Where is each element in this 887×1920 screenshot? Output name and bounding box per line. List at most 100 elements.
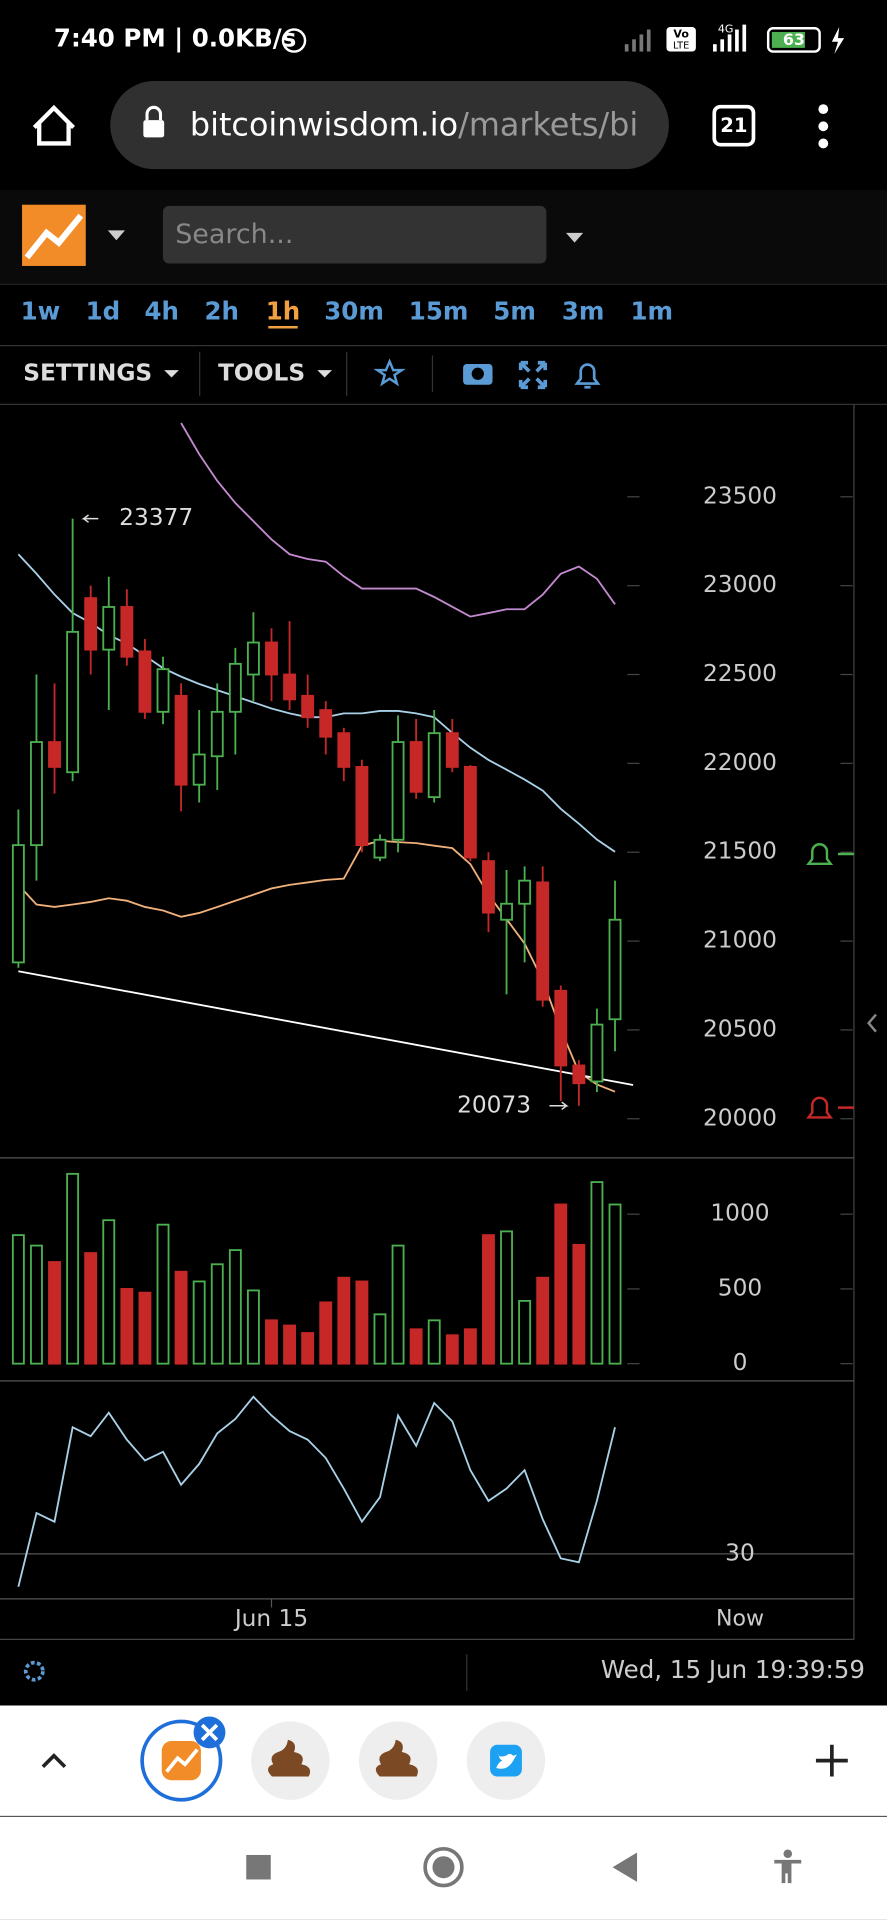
volume-bar	[174, 1270, 188, 1365]
volume-bar	[608, 1203, 622, 1365]
url-text: bitcoinwisdom.io/markets/bi	[190, 105, 638, 143]
moving-average	[17, 839, 616, 1093]
y-tick-label: 30	[725, 1539, 755, 1566]
interval-option[interactable]: 1d	[86, 297, 121, 326]
network-type: 4G	[718, 23, 734, 36]
interval-option[interactable]: 1m	[630, 297, 673, 326]
interval-option[interactable]: 5m	[493, 297, 536, 326]
camera-button[interactable]	[463, 363, 493, 385]
status-time: 7:40 PM | 0.0KB/s	[54, 23, 296, 52]
tab-icon	[496, 1753, 518, 1769]
lock-icon	[145, 105, 163, 121]
candle-body	[518, 879, 532, 905]
settings-menu[interactable]: SETTINGS	[23, 359, 152, 386]
volume-bar	[536, 1276, 550, 1365]
candle-body	[228, 662, 242, 713]
y-tick-label: 0	[733, 1349, 748, 1376]
candle-body	[482, 860, 495, 914]
alert-button[interactable]	[574, 363, 601, 389]
url-bar[interactable]	[110, 80, 669, 170]
candle-body	[48, 741, 61, 768]
interval-option[interactable]: 1w	[21, 297, 61, 326]
volte-text: Vo	[673, 27, 689, 40]
accessibility-button[interactable]	[774, 1849, 802, 1884]
home-nav-button[interactable]	[423, 1847, 464, 1888]
volume-bar	[445, 1334, 459, 1365]
volume-bar	[482, 1234, 495, 1365]
settings-icon[interactable]	[23, 1660, 45, 1682]
search-placeholder: Search...	[175, 219, 293, 250]
volte-text: LTE	[673, 40, 689, 51]
home-button[interactable]	[32, 104, 76, 146]
favorite-button[interactable]	[373, 358, 406, 387]
volume-bar	[518, 1299, 532, 1365]
dropdown-arrow	[317, 370, 333, 378]
alert-marker[interactable]	[806, 843, 854, 866]
interval-option[interactable]: 3m	[562, 297, 605, 326]
tabs-button[interactable]	[712, 104, 756, 147]
candle-body	[572, 1064, 586, 1085]
signal-icon	[624, 29, 651, 52]
side-panel-toggle[interactable]	[867, 1013, 877, 1033]
candle-body	[409, 741, 423, 793]
tabs-count: 21	[720, 114, 747, 137]
volume-bar	[66, 1172, 80, 1365]
interval-option[interactable]: 2h	[204, 297, 239, 326]
battery	[766, 27, 821, 53]
volume-bar	[30, 1244, 43, 1365]
annotation-arrow	[549, 1101, 569, 1111]
volume-bar	[283, 1324, 297, 1365]
y-tick-label: 22500	[703, 660, 777, 687]
tab-icon	[165, 1748, 199, 1773]
interval-option[interactable]: 30m	[324, 297, 384, 326]
y-tick-label: 22000	[703, 749, 777, 776]
candle-body	[84, 597, 98, 651]
dropdown-arrow[interactable]	[566, 232, 584, 243]
battery-level	[771, 31, 805, 48]
volume-bar	[265, 1319, 278, 1365]
interval-option[interactable]: 4h	[144, 297, 179, 326]
volume-bar	[210, 1263, 224, 1365]
volume-bar	[156, 1223, 170, 1365]
y-tick-label: 20500	[703, 1015, 777, 1042]
charging-icon	[831, 27, 845, 55]
volume-bar	[228, 1249, 242, 1365]
expand-button[interactable]	[41, 1753, 67, 1769]
volume-bar	[337, 1276, 351, 1365]
volume-bar	[373, 1313, 387, 1365]
tools-menu[interactable]: TOOLS	[218, 359, 305, 386]
volume-bar	[138, 1291, 152, 1365]
new-tab-button[interactable]	[815, 1744, 848, 1777]
volume-bar	[319, 1301, 333, 1365]
interval-option[interactable]: 1h	[266, 297, 301, 326]
candle-body	[138, 650, 152, 713]
volume-bar	[590, 1181, 604, 1365]
menu-button[interactable]	[818, 104, 829, 149]
candle-body	[246, 641, 260, 676]
candle-body	[30, 741, 43, 847]
trendline	[18, 970, 634, 1086]
battery-text: 63	[783, 30, 805, 49]
recents-button[interactable]	[246, 1854, 271, 1880]
dropdown-arrow[interactable]	[107, 230, 125, 241]
volte-badge	[666, 27, 696, 52]
volume-bar	[554, 1203, 568, 1365]
fullscreen-button[interactable]	[518, 360, 548, 390]
candle-body	[391, 741, 405, 841]
y-tick-label: 500	[718, 1274, 762, 1301]
volume-bar	[391, 1244, 405, 1365]
x-tick-label: Jun 15	[233, 1605, 308, 1632]
volume-bar	[409, 1328, 423, 1365]
y-tick-label: 23500	[703, 482, 777, 509]
interval-option[interactable]: 15m	[409, 297, 469, 326]
charts: 20000 20500 21000 21500 22000 22500 23000 23500…	[0, 422, 854, 1632]
search-box[interactable]	[162, 205, 547, 264]
volume-bar	[355, 1280, 369, 1365]
back-button[interactable]	[612, 1852, 638, 1882]
candle-body	[192, 753, 206, 786]
volume-bar	[246, 1289, 260, 1365]
candle-body	[174, 694, 188, 786]
alert-marker[interactable]	[806, 1096, 854, 1119]
alarm-icon	[281, 28, 307, 53]
candle-body	[500, 902, 513, 921]
